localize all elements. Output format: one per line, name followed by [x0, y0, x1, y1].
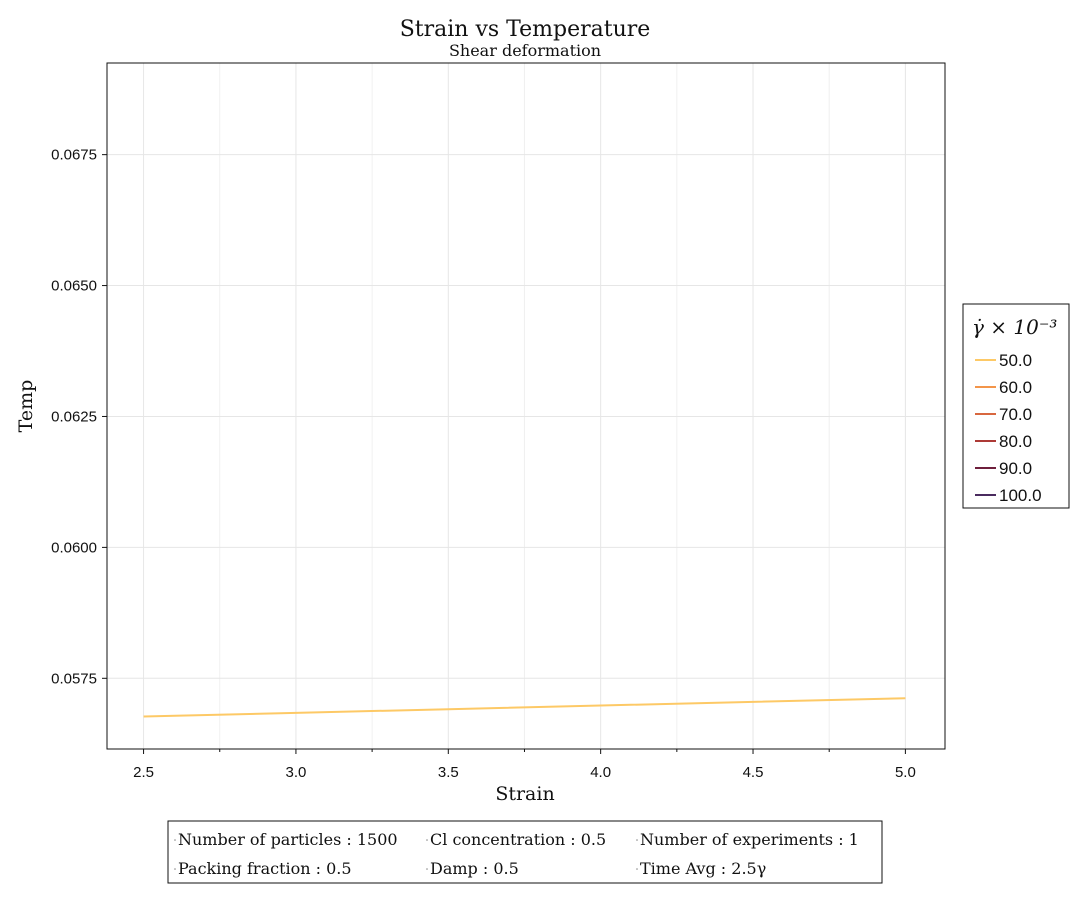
legend-items: 50.0 60.0 70.0 80.0 90.0 100.0 [975, 351, 1042, 505]
x-tick-label: 5.0 [895, 764, 916, 781]
info-item: Number of particles : 1500 [178, 830, 398, 849]
x-tick-label: 4.5 [743, 764, 764, 781]
info-box-frame [167, 820, 883, 884]
info-items: Number of particles : 1500 Cl concentrati… [174, 830, 859, 878]
info-item: Time Avg : 2.5γ [640, 859, 766, 878]
legend-label: 70.0 [999, 405, 1032, 424]
plot-frame [106, 62, 946, 750]
info-box: Number of particles : 1500 Cl concentrati… [167, 820, 883, 884]
info-bullet [174, 868, 176, 870]
legend-label: 80.0 [999, 432, 1032, 451]
y-tick-label: 0.0675 [51, 147, 97, 164]
series-line-50.0 [143, 697, 906, 718]
y-tick-label: 0.0625 [51, 408, 97, 425]
y-axis-label: Temp [15, 380, 37, 433]
legend-label: 50.0 [999, 351, 1032, 370]
y-tick-label: 0.0600 [51, 539, 97, 556]
info-bullet [636, 868, 638, 870]
grid-lines [107, 63, 945, 749]
legend-label: 90.0 [999, 459, 1032, 478]
x-axis-ticks: 2.5 3.0 3.5 4.0 4.5 5.0 [133, 749, 916, 781]
info-item: Number of experiments : 1 [640, 830, 859, 849]
chart-subtitle: Shear deformation [449, 41, 601, 60]
x-tick-label: 2.5 [133, 764, 154, 781]
x-axis-label: Strain [495, 783, 554, 805]
y-axis-ticks: 0.0575 0.0600 0.0625 0.0650 0.0675 [51, 147, 107, 687]
info-bullet [426, 868, 428, 870]
info-bullet [426, 839, 428, 841]
legend-label: 60.0 [999, 378, 1032, 397]
chart-title: Strain vs Temperature [400, 17, 651, 42]
legend-box [962, 303, 1070, 509]
x-tick-label: 4.0 [590, 764, 611, 781]
x-tick-label: 3.0 [286, 764, 307, 781]
y-tick-label: 0.0575 [51, 670, 97, 687]
info-item: Damp : 0.5 [430, 859, 519, 878]
info-bullet [636, 839, 638, 841]
info-bullet [174, 839, 176, 841]
series-lines [143, 697, 906, 718]
info-item: Packing fraction : 0.5 [178, 859, 352, 878]
legend-title: γ̇ × 10⁻³ [972, 315, 1057, 339]
legend: γ̇ × 10⁻³ 50.0 60.0 70.0 80.0 90.0 100.0 [962, 303, 1070, 509]
x-tick-label: 3.5 [438, 764, 459, 781]
legend-label: 100.0 [999, 486, 1042, 505]
y-tick-label: 0.0650 [51, 278, 97, 295]
info-item: Cl concentration : 0.5 [430, 830, 606, 849]
